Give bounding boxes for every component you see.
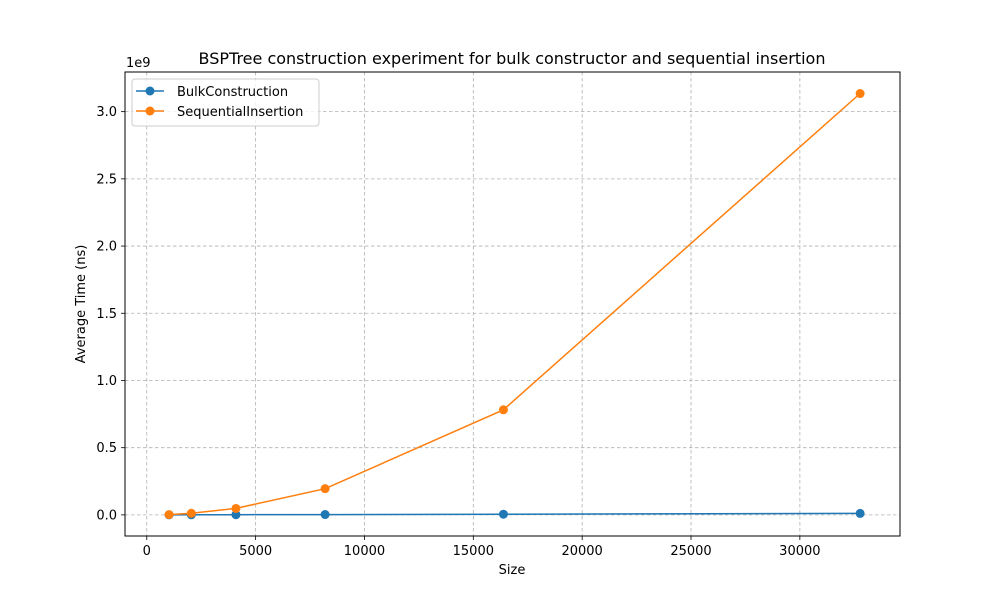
- x-tick-label: 5000: [239, 544, 272, 559]
- data-point-sequentialinsertion: [320, 484, 330, 494]
- y-axis-label: Average Time (ns): [74, 245, 89, 364]
- y-tick-label: 2.0: [96, 240, 117, 255]
- legend-label-bulkconstruction: BulkConstruction: [177, 85, 288, 100]
- data-point-bulkconstruction: [320, 510, 330, 520]
- data-point-sequentialinsertion: [231, 503, 241, 513]
- legend-box: [131, 78, 320, 127]
- x-axis-label: Size: [499, 563, 526, 578]
- y-tick-label: 0.5: [96, 441, 117, 456]
- y-tick-label: 2.5: [96, 172, 117, 187]
- data-point-sequentialinsertion: [186, 508, 196, 518]
- data-point-sequentialinsertion: [855, 89, 865, 99]
- x-tick-label: 15000: [453, 544, 494, 559]
- y-tick-label: 1.0: [96, 374, 117, 389]
- ticks: 0 5000 10000 15000 20000 25000 30000 0.0 0.5 1.0 1…: [96, 105, 820, 559]
- y-tick-label: 0.0: [96, 508, 117, 523]
- legend-marker-bulkconstruction: [145, 86, 155, 96]
- chart-title: BSPTree construction experiment for bulk…: [199, 49, 826, 68]
- legend: BulkConstruction SequentialInsertion: [131, 78, 320, 127]
- data-point-bulkconstruction: [855, 508, 865, 518]
- x-tick-label: 10000: [344, 544, 385, 559]
- x-tick-label: 20000: [561, 544, 602, 559]
- data-point-sequentialinsertion: [498, 405, 508, 415]
- x-tick-label: 25000: [670, 544, 711, 559]
- legend-marker-sequentialinsertion: [145, 106, 155, 116]
- legend-label-sequentialinsertion: SequentialInsertion: [177, 105, 303, 120]
- x-tick-label: 0: [143, 544, 151, 559]
- data-point-bulkconstruction: [231, 510, 241, 520]
- data-point-bulkconstruction: [498, 509, 508, 519]
- y-tick-label: 3.0: [96, 105, 117, 120]
- series-layer: [164, 89, 865, 520]
- x-tick-label: 30000: [779, 544, 820, 559]
- plot-frame: [124, 71, 901, 537]
- y-axis-offset-label: 1e9: [126, 56, 151, 71]
- data-point-sequentialinsertion: [164, 510, 174, 520]
- y-tick-label: 1.5: [96, 307, 117, 322]
